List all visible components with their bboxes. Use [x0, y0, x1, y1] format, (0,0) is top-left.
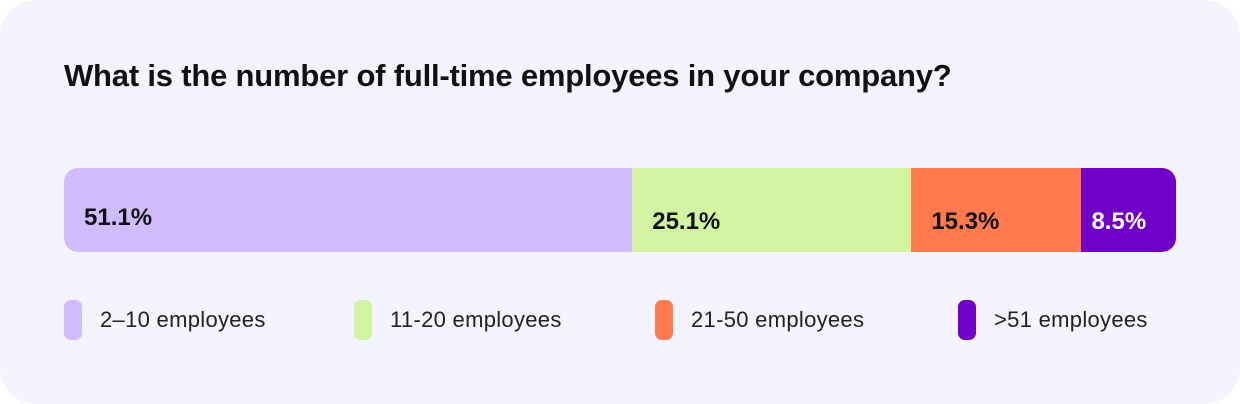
legend-swatch — [655, 300, 673, 340]
legend-label: 21-50 employees — [691, 307, 865, 332]
legend-item: >51 employees — [958, 300, 1148, 340]
bar-segment: 8.5% — [1081, 168, 1176, 252]
bar-segment: 25.1% — [632, 168, 912, 252]
legend-swatch — [354, 300, 372, 340]
bar-segment: 15.3% — [911, 168, 1082, 252]
legend-swatch — [64, 300, 82, 340]
bar-segment: 51.1% — [64, 168, 633, 252]
legend-item: 2–10 employees — [64, 300, 266, 340]
chart-title: What is the number of full-time employee… — [64, 58, 952, 93]
data-label: 15.3% — [931, 208, 1000, 235]
data-label: 25.1% — [652, 208, 721, 235]
data-label: 51.1% — [84, 204, 153, 231]
data-label: 8.5% — [1091, 208, 1147, 235]
legend-label: 11-20 employees — [390, 307, 562, 332]
legend-swatch — [958, 300, 976, 340]
stacked-bar: 51.1% 25.1% 15.3% 8.5% — [64, 168, 1176, 252]
legend-label: 2–10 employees — [100, 307, 266, 332]
legend: 2–10 employees 11-20 employees 21-50 emplo… — [0, 300, 1240, 340]
legend-label: >51 employees — [994, 307, 1148, 332]
legend-item: 11-20 employees — [354, 300, 562, 340]
legend-item: 21-50 employees — [655, 300, 864, 340]
